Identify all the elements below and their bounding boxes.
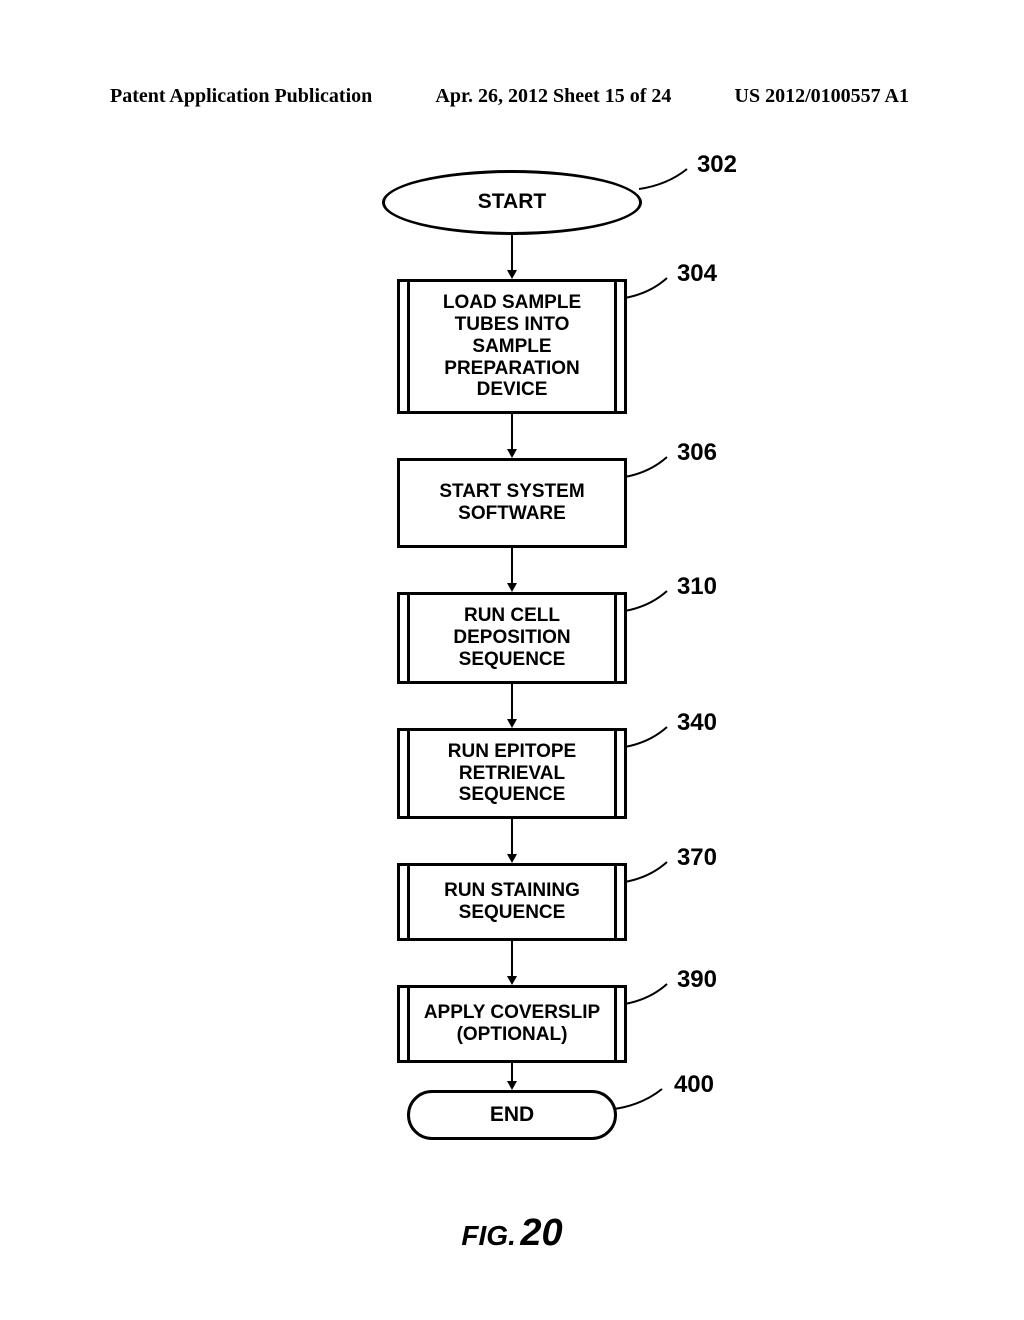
arrow	[507, 235, 517, 279]
node-text: START	[478, 190, 546, 214]
leader-line	[614, 1085, 669, 1113]
node-text: RUN EPITOPE RETRIEVAL SEQUENCE	[420, 741, 604, 807]
node-end: END 400	[407, 1090, 617, 1140]
header-center: Apr. 26, 2012 Sheet 15 of 24	[435, 85, 671, 108]
ref-label: 340	[677, 709, 717, 737]
node-text: LOAD SAMPLE TUBES INTO SAMPLE PREPARATIO…	[420, 292, 604, 401]
flowchart: START 302 LOAD SAMPLE TUBES INTO SAMPLE …	[382, 170, 642, 1140]
node-load-tubes: LOAD SAMPLE TUBES INTO SAMPLE PREPARATIO…	[397, 279, 627, 414]
page-header: Patent Application Publication Apr. 26, …	[0, 85, 1024, 108]
arrow	[507, 1063, 517, 1090]
node-text: RUN STAINING SEQUENCE	[420, 880, 604, 924]
leader-line	[624, 587, 674, 615]
node-start-software: START SYSTEM SOFTWARE 306	[397, 458, 627, 548]
header-left: Patent Application Publication	[110, 85, 372, 108]
arrow	[507, 819, 517, 863]
leader-line	[624, 980, 674, 1008]
node-text: APPLY COVERSLIP (OPTIONAL)	[420, 1002, 604, 1046]
leader-line	[624, 858, 674, 886]
node-staining: RUN STAINING SEQUENCE 370	[397, 863, 627, 941]
ref-label: 400	[674, 1071, 714, 1099]
figure-prefix: FIG.	[461, 1220, 515, 1251]
node-epitope-retrieval: RUN EPITOPE RETRIEVAL SEQUENCE 340	[397, 728, 627, 820]
node-text: RUN CELL DEPOSITION SEQUENCE	[420, 605, 604, 671]
ref-label: 304	[677, 260, 717, 288]
node-start: START 302	[382, 170, 642, 235]
ref-label: 390	[677, 966, 717, 994]
node-cell-deposition: RUN CELL DEPOSITION SEQUENCE 310	[397, 592, 627, 684]
leader-line	[624, 274, 674, 302]
arrow	[507, 414, 517, 458]
node-text: END	[490, 1103, 534, 1127]
node-coverslip: APPLY COVERSLIP (OPTIONAL) 390	[397, 985, 627, 1063]
ref-label: 302	[697, 151, 737, 179]
leader-line	[624, 723, 674, 751]
leader-line	[624, 453, 674, 481]
node-text: START SYSTEM SOFTWARE	[414, 481, 610, 525]
leader-line	[639, 165, 694, 193]
ref-label: 310	[677, 573, 717, 601]
header-right: US 2012/0100557 A1	[735, 85, 909, 108]
arrow	[507, 684, 517, 728]
figure-number: 20	[520, 1212, 562, 1254]
arrow	[507, 941, 517, 985]
ref-label: 370	[677, 844, 717, 872]
ref-label: 306	[677, 439, 717, 467]
arrow	[507, 548, 517, 592]
figure-label: FIG. 20	[461, 1212, 562, 1255]
